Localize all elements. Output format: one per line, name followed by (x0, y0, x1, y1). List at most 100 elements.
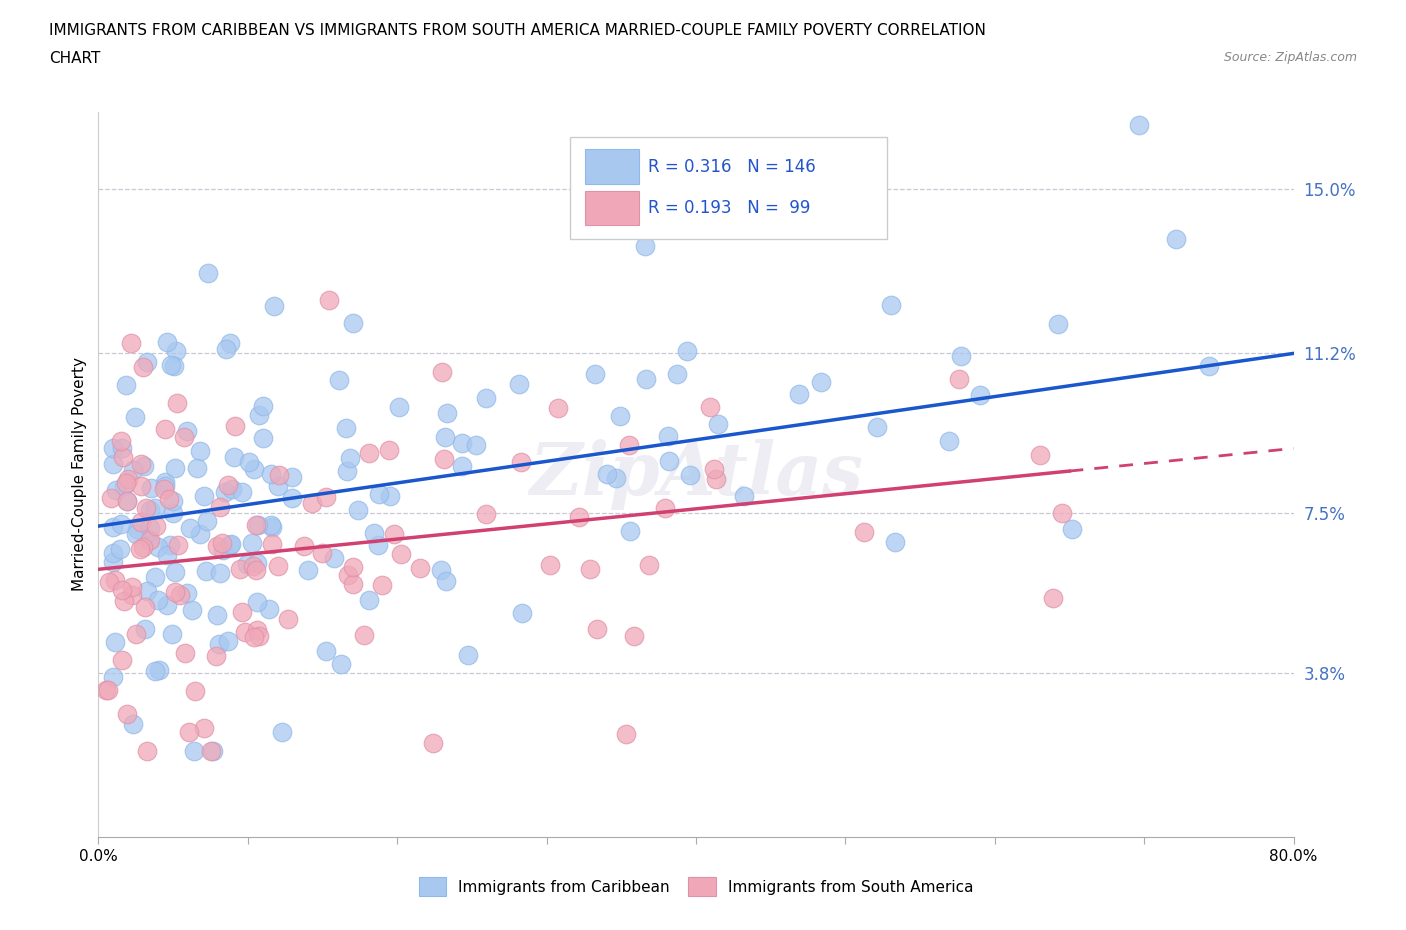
Point (127, 521, 149, 536)
Point (1128, 117, 1150, 132)
Point (330, 657, 353, 671)
Point (938, 434, 960, 449)
Point (224, 418, 246, 433)
Point (609, 408, 631, 423)
Point (508, 377, 530, 392)
Point (328, 373, 350, 388)
Bar (585, 150, 638, 184)
Point (190, 444, 212, 458)
Point (193, 721, 215, 736)
Point (146, 592, 169, 607)
Point (605, 471, 627, 485)
Point (176, 424, 198, 439)
Point (163, 460, 186, 475)
Point (474, 506, 496, 521)
Point (280, 490, 302, 505)
Point (676, 343, 699, 358)
Point (231, 604, 253, 619)
Point (117, 493, 139, 508)
Point (263, 299, 285, 313)
Point (510, 606, 533, 621)
Point (115, 475, 138, 490)
Point (125, 627, 148, 642)
Point (245, 518, 267, 533)
Point (125, 527, 148, 542)
Point (336, 567, 359, 582)
Point (342, 560, 364, 575)
Point (242, 461, 264, 476)
Point (538, 558, 561, 573)
Point (619, 437, 641, 452)
Point (184, 683, 207, 698)
Point (229, 562, 252, 577)
Legend: Immigrants from Caribbean, Immigrants from South America: Immigrants from Caribbean, Immigrants fr… (412, 871, 980, 902)
Point (1164, 232, 1187, 246)
Point (259, 602, 281, 617)
Point (222, 450, 245, 465)
Point (124, 410, 146, 425)
Point (433, 452, 456, 467)
Point (214, 485, 236, 499)
Point (787, 387, 810, 402)
Point (159, 538, 181, 552)
Text: Source: ZipAtlas.com: Source: ZipAtlas.com (1223, 51, 1357, 64)
Point (190, 526, 212, 541)
Point (315, 644, 337, 658)
Point (156, 335, 179, 350)
Point (267, 559, 290, 574)
Point (156, 548, 179, 563)
Point (733, 488, 755, 503)
Point (252, 431, 274, 445)
Point (260, 520, 283, 535)
Point (208, 565, 231, 580)
Text: R = 0.193   N =  99: R = 0.193 N = 99 (648, 199, 810, 217)
Point (218, 633, 240, 648)
Point (166, 395, 188, 410)
Point (638, 558, 661, 573)
Point (1050, 506, 1073, 521)
Point (169, 587, 191, 602)
Point (162, 627, 184, 642)
Point (409, 560, 432, 575)
Point (1060, 521, 1083, 536)
Point (128, 542, 150, 557)
Point (156, 598, 179, 613)
Point (143, 664, 166, 679)
Point (181, 602, 204, 617)
Point (451, 458, 474, 473)
Point (163, 359, 186, 374)
Point (103, 457, 125, 472)
Point (281, 469, 304, 484)
Point (382, 526, 405, 541)
Point (132, 539, 155, 554)
Point (205, 607, 228, 622)
Point (219, 538, 242, 552)
Point (583, 366, 606, 381)
Point (132, 359, 155, 374)
Point (143, 570, 166, 585)
Point (311, 545, 333, 560)
Point (260, 517, 283, 532)
Point (464, 437, 486, 452)
Bar (585, 191, 638, 225)
Point (666, 366, 689, 381)
Point (623, 628, 645, 643)
Point (335, 420, 357, 435)
Point (1042, 591, 1064, 605)
Point (136, 354, 159, 369)
Point (176, 586, 198, 601)
Text: CHART: CHART (49, 51, 101, 66)
Point (129, 514, 152, 529)
Point (219, 335, 242, 350)
Point (179, 521, 201, 536)
Point (139, 532, 162, 547)
Point (457, 648, 479, 663)
Point (208, 637, 231, 652)
Point (200, 743, 222, 758)
Point (353, 628, 375, 643)
Point (129, 457, 152, 472)
Point (111, 441, 134, 456)
Point (205, 538, 228, 553)
Point (110, 542, 132, 557)
Point (579, 562, 602, 577)
